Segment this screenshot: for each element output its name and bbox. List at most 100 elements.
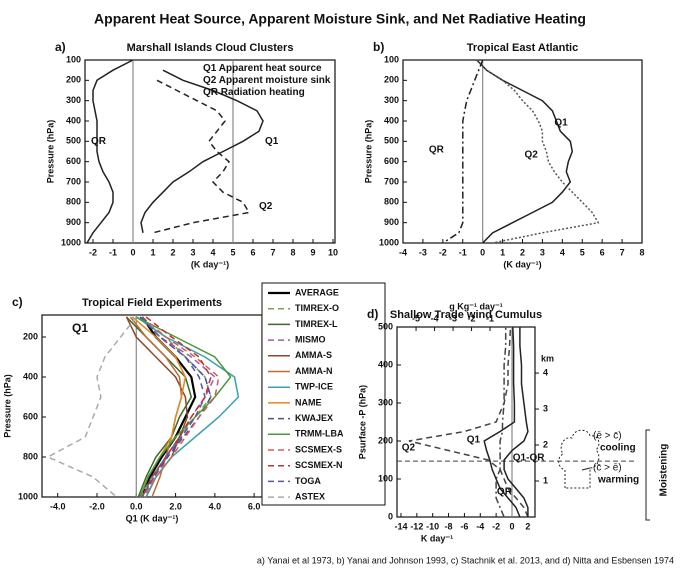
series-line — [495, 327, 507, 518]
x-tick-label: 5 — [580, 247, 585, 257]
annotation: (c̄ > ē) — [593, 463, 622, 474]
x-tick-label: 7 — [270, 247, 275, 257]
y-tick-label: 1000 — [379, 237, 399, 247]
x-tick-label: -12 — [410, 521, 423, 531]
series-line — [483, 326, 521, 518]
x-tick-label: 2 — [520, 247, 525, 257]
y-tick-label: 300 — [66, 95, 81, 105]
x-tick-label: 3 — [190, 247, 195, 257]
y2-tick-label: 2 — [543, 439, 548, 449]
x2-tick-label: -5 — [412, 313, 420, 323]
series-label: Q1 — [554, 118, 568, 129]
x-tick-label: 10 — [328, 247, 338, 257]
plot-frame — [84, 59, 336, 244]
y-tick-label: 900 — [66, 217, 81, 227]
legend-entry: Q1 Apparent heat source — [203, 63, 322, 74]
y-tick-label: 800 — [384, 197, 399, 207]
x-axis-label: Q1 (K day⁻¹) — [126, 513, 179, 523]
series-line — [442, 59, 484, 244]
x-tick-label: 4.0 — [209, 501, 222, 511]
y2-tick-label: 1 — [543, 475, 548, 485]
x-tick-label: 0 — [480, 247, 485, 257]
x-tick-label: -2.0 — [89, 501, 105, 511]
x-tick-label: 6 — [250, 247, 255, 257]
series-label: QR — [429, 145, 445, 156]
legend-entry: QR Radiation heating — [203, 87, 305, 98]
panel-title: Marshall Islands Cloud Clusters — [127, 42, 294, 54]
x-tick-label: 1 — [500, 247, 505, 257]
panel-label: d) — [367, 307, 378, 321]
series-line — [141, 316, 220, 498]
legend-entry: MISMO — [295, 334, 326, 344]
x-tick-label: 9 — [310, 247, 315, 257]
panel-title: Shallow Trade wind Cumulus — [390, 309, 542, 321]
series-line — [86, 59, 134, 244]
annotation: warming — [597, 475, 639, 486]
x-tick-label: 7 — [620, 247, 625, 257]
panel-label: b) — [373, 40, 384, 54]
x-tick-label: 4 — [210, 247, 215, 257]
legend-name: QR — [203, 87, 219, 98]
y-tick-label: 900 — [384, 217, 399, 227]
y-tick-label: 300 — [384, 95, 399, 105]
panel-title: Tropical Field Experiments — [82, 297, 222, 309]
series-line — [152, 79, 251, 234]
y-axis-label: Psurface -P (hPa) — [357, 385, 367, 459]
x-axis-label: (K day⁻¹) — [191, 259, 229, 269]
cloud-diagram — [558, 429, 650, 521]
y-tick-label: 400 — [384, 115, 399, 125]
annotation: Q1 — [72, 321, 88, 335]
y-tick-label: 1000 — [18, 491, 38, 501]
figure-title: Apparent Heat Source, Apparent Moisture … — [94, 11, 586, 27]
legend-entry: SCSMEX-S — [295, 444, 342, 454]
legend-entry: SCSMEX-N — [295, 460, 343, 470]
x-tick-label: -4.0 — [50, 501, 66, 511]
y-tick-label: 200 — [378, 435, 393, 445]
legend-name: Q2 — [203, 75, 217, 86]
legend-box — [261, 282, 386, 506]
series-label: QR — [497, 487, 513, 498]
x-tick-label: 6.0 — [248, 501, 261, 511]
y-tick-label: 500 — [378, 321, 393, 331]
y-tick-label: 800 — [23, 451, 38, 461]
x-tick-label: -3 — [419, 247, 427, 257]
legend-entry: AMMA-N — [295, 366, 333, 376]
x-tick-label: -4 — [399, 247, 407, 257]
y-tick-label: 700 — [384, 176, 399, 186]
x-tick-label: -2 — [89, 247, 97, 257]
y-axis-label: Pressure (hPa) — [363, 120, 373, 184]
x-tick-label: -14 — [394, 521, 407, 531]
x-tick-label: 1 — [150, 247, 155, 257]
x-tick-label: 8 — [639, 247, 644, 257]
panel-label: c) — [12, 295, 23, 309]
y-tick-label: 600 — [384, 156, 399, 166]
series-label: Q2 — [402, 442, 416, 453]
series-line — [476, 59, 574, 244]
x-tick-label: 2 — [525, 521, 530, 531]
x2-axis-label: g Kg⁻¹ day⁻¹ — [449, 301, 503, 311]
y-tick-label: 400 — [23, 371, 38, 381]
legend-entry: AMMA-S — [295, 350, 332, 360]
series-line — [476, 59, 600, 244]
legend-entry: TIMREX-O — [295, 303, 339, 313]
series-line — [135, 316, 232, 498]
y2-tick-label: 4 — [543, 367, 548, 377]
panel-label: a) — [55, 40, 66, 54]
x-tick-label: 0 — [509, 521, 514, 531]
series-line — [141, 316, 212, 498]
y-tick-label: 100 — [66, 54, 81, 64]
panel-title: Tropical East Atlantic — [467, 42, 578, 54]
x-tick-label: 6 — [600, 247, 605, 257]
series-label: Q2 — [524, 150, 538, 161]
series-line — [141, 316, 206, 498]
legend-description: Apparent heat source — [219, 63, 322, 74]
annotation: Moistening — [659, 444, 670, 497]
legend-entry: KWAJEX — [295, 413, 333, 423]
legend-name: Q1 — [203, 63, 217, 74]
plot-frame — [396, 326, 536, 518]
legend-entry: TRMM-LBA — [295, 429, 344, 439]
x-tick-label: 3 — [540, 247, 545, 257]
series-line — [408, 326, 529, 518]
x-tick-label: -1 — [109, 247, 117, 257]
